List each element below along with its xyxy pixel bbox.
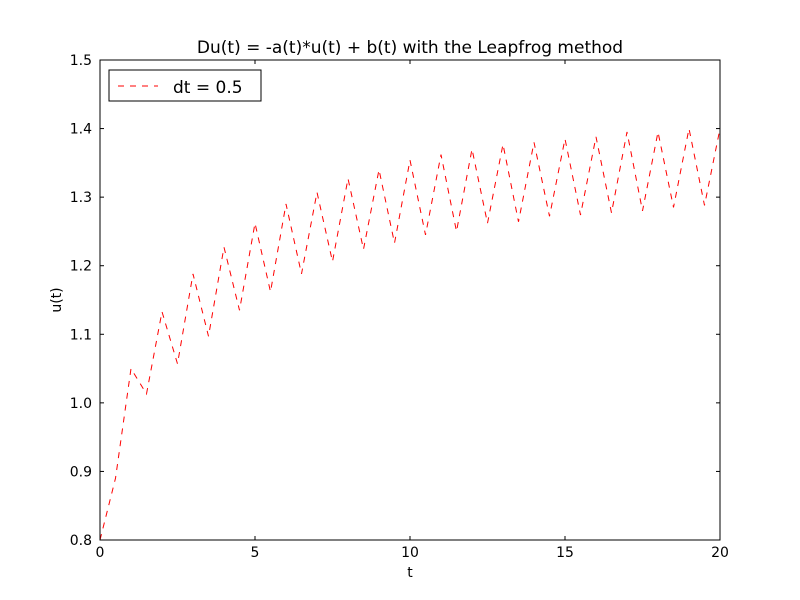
x-tick-label: 0 bbox=[96, 545, 105, 561]
y-tick-label: 1.2 bbox=[70, 259, 92, 275]
legend-label: dt = 0.5 bbox=[173, 78, 243, 98]
plot-frame bbox=[99, 59, 721, 541]
legend: dt = 0.5 bbox=[108, 69, 262, 102]
plot-area bbox=[100, 60, 720, 540]
y-tick-label: 1.3 bbox=[70, 190, 92, 206]
x-tick-label: 5 bbox=[251, 545, 260, 561]
y-tick-label: 0.8 bbox=[70, 533, 92, 549]
y-tick-label: 1.0 bbox=[70, 396, 92, 412]
series-line-0 bbox=[100, 128, 720, 540]
x-axis-label: t bbox=[407, 565, 413, 581]
y-tick-label: 1.4 bbox=[70, 122, 92, 138]
y-axis-label: u(t) bbox=[49, 287, 65, 312]
x-tick-label: 15 bbox=[556, 545, 574, 561]
y-tick-label: 0.9 bbox=[70, 464, 92, 480]
chart-title: Du(t) = -a(t)*u(t) + b(t) with the Leapf… bbox=[197, 38, 623, 58]
x-tick-label: 10 bbox=[401, 545, 419, 561]
y-tick-label: 1.1 bbox=[70, 327, 92, 343]
y-tick-label: 1.5 bbox=[70, 53, 92, 69]
series-layer bbox=[100, 128, 720, 540]
x-tick-label: 20 bbox=[711, 545, 729, 561]
